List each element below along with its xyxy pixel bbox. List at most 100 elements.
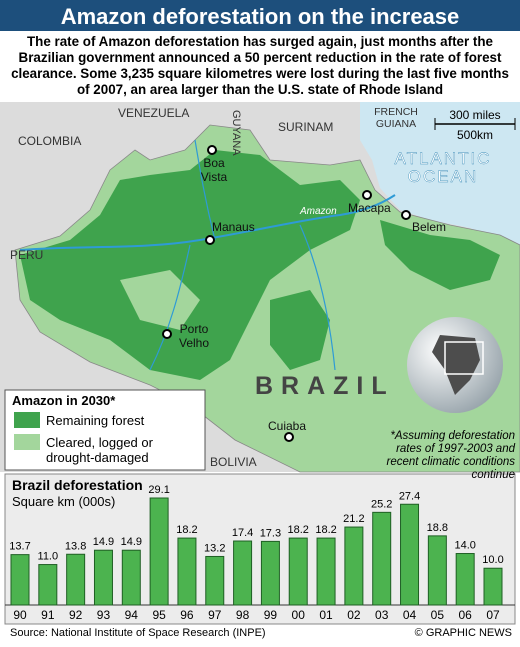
- bar: [316, 537, 336, 606]
- bar: [233, 540, 253, 606]
- bar: [93, 549, 113, 606]
- river: [149, 244, 191, 371]
- ocean: [360, 102, 520, 248]
- legend-swatch: [14, 434, 40, 450]
- title: Amazon deforestation on the increase: [60, 4, 460, 29]
- bar: [260, 540, 280, 606]
- city-label: Porto Velho: [178, 322, 210, 350]
- legend-title: Amazon in 2030*: [12, 393, 116, 408]
- x-tick-label: 98: [236, 608, 250, 622]
- country-label: SURINAM: [278, 120, 334, 134]
- x-tick-label: 95: [152, 608, 166, 622]
- globe-highlight: [444, 341, 484, 375]
- value-label: 10.0: [482, 554, 503, 566]
- scale-label: 300 miles: [449, 108, 501, 122]
- x-tick-label: 93: [97, 608, 111, 622]
- value-label: 18.2: [288, 524, 309, 536]
- value-label: 13.7: [9, 541, 30, 553]
- chart-title: Brazil deforestation: [12, 477, 143, 493]
- value-label: 21.2: [343, 513, 364, 525]
- legend-swatch: [14, 412, 40, 428]
- value-label: 18.8: [427, 522, 448, 534]
- legend-box: [4, 389, 206, 471]
- country-label: COLOMBIA: [18, 134, 82, 148]
- x-tick-label: 02: [347, 608, 361, 622]
- chart-subtitle: Square km (000s): [12, 494, 116, 509]
- river-label: Amazon: [300, 206, 337, 217]
- country-label: BOLIVIA: [210, 455, 257, 469]
- city-label: Cuiaba: [268, 419, 307, 433]
- scale-label: 500km: [456, 128, 494, 142]
- forest: [380, 220, 500, 290]
- bar: [288, 537, 308, 606]
- x-tick-label: 96: [180, 608, 194, 622]
- city-label: Belem: [412, 220, 447, 234]
- city-dot: [162, 329, 172, 339]
- river: [19, 194, 396, 251]
- value-label: 11.0: [38, 551, 59, 563]
- intro: The rate of Amazon deforestation has sur…: [11, 34, 509, 97]
- bar: [205, 555, 225, 606]
- river: [194, 139, 216, 241]
- x-tick-label: 94: [125, 608, 139, 622]
- x-tick-label: 04: [403, 608, 417, 622]
- country-label: GUYANA: [230, 110, 242, 156]
- country-label: BRAZIL: [255, 372, 395, 400]
- city-dot: [401, 210, 411, 220]
- ocean-label: ATLANTIC OCEAN: [394, 149, 492, 186]
- city-label: Manaus: [212, 220, 255, 234]
- source: Source: National Institute of Space Rese…: [10, 627, 266, 639]
- bar: [400, 503, 420, 606]
- bar: [149, 497, 169, 606]
- x-tick-label: 05: [431, 608, 445, 622]
- bar: [483, 567, 503, 606]
- bar: [10, 554, 30, 606]
- city-dot: [205, 235, 215, 245]
- river: [299, 224, 336, 371]
- x-tick-label: 01: [319, 608, 333, 622]
- credit: © GRAPHIC NEWS: [414, 627, 512, 639]
- forest: [270, 290, 330, 370]
- legend-label: Remaining forest: [46, 413, 145, 428]
- x-tick-label: 99: [264, 608, 278, 622]
- x-tick-label: 07: [486, 608, 500, 622]
- bar: [344, 526, 364, 606]
- value-label: 25.2: [371, 498, 392, 510]
- city-label: Macapa: [348, 201, 391, 215]
- bar: [66, 553, 86, 606]
- city-dot: [207, 145, 217, 155]
- value-label: 27.4: [399, 490, 420, 502]
- title-bar: [0, 0, 520, 31]
- globe-continent: [432, 335, 480, 395]
- bar: [455, 553, 475, 606]
- value-label: 18.2: [176, 524, 197, 536]
- forest: [20, 150, 360, 380]
- value-label: 13.2: [204, 542, 225, 554]
- bar: [177, 537, 197, 606]
- x-tick-label: 90: [13, 608, 27, 622]
- bar: [38, 564, 58, 606]
- value-label: 18.2: [315, 524, 336, 536]
- value-label: 14.9: [93, 536, 114, 548]
- city-label: Boa Vista: [200, 156, 228, 184]
- value-label: 14.0: [454, 540, 475, 552]
- x-tick-label: 91: [41, 608, 55, 622]
- country-label: FRENCH GUIANA: [374, 106, 418, 130]
- value-label: 14.9: [121, 536, 142, 548]
- legend-label: Cleared, logged or drought-damaged: [46, 435, 153, 465]
- city-dot: [284, 432, 294, 442]
- x-tick-label: 92: [69, 608, 83, 622]
- footnote: *Assuming deforestation rates of 1997-20…: [386, 430, 515, 481]
- x-tick-label: 03: [375, 608, 389, 622]
- bar: [372, 511, 392, 606]
- x-tick-label: 00: [292, 608, 306, 622]
- bar: [121, 549, 141, 606]
- value-label: 17.4: [232, 527, 253, 539]
- x-tick-label: 06: [458, 608, 472, 622]
- country-label: VENEZUELA: [118, 106, 190, 120]
- city-dot: [362, 190, 372, 200]
- x-tick-label: 97: [208, 608, 222, 622]
- bar: [427, 535, 447, 606]
